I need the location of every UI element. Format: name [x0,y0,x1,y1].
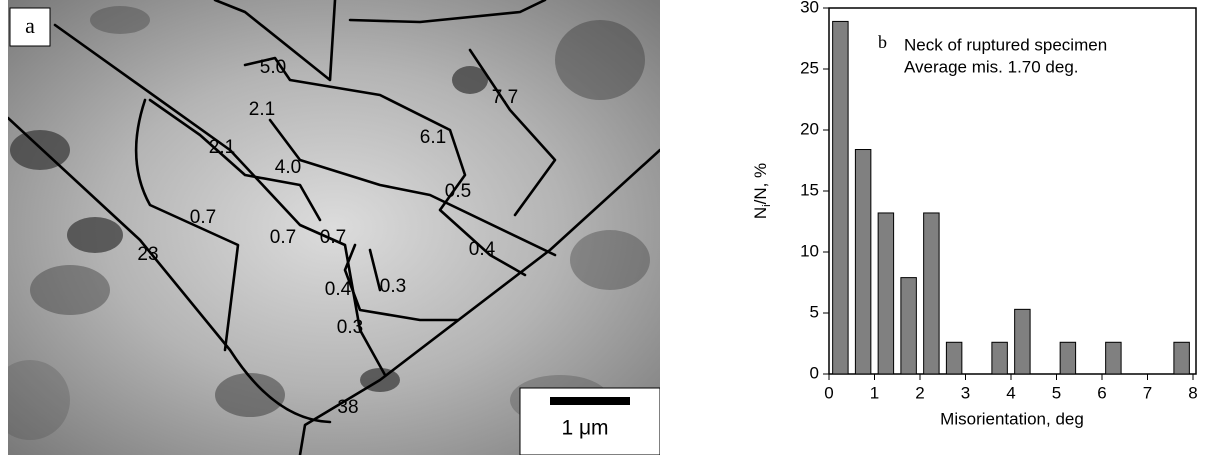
x-tick-label: 4 [1006,383,1015,402]
misorientation-label: 6.1 [420,127,446,148]
x-tick-label: 7 [1143,383,1152,402]
bar [833,21,848,374]
y-tick-label: 20 [800,119,819,138]
misorientation-label: 7.7 [492,87,518,108]
misorientation-label: 0.4 [325,279,352,300]
figure: a 1 μm 5.0 7.7 2.1 6.1 2.1 4.0 0.5 0.7 0.7 0.7 0.4… [0,0,1206,455]
misorientation-label: 0.3 [380,276,406,297]
panel-label: a [25,13,35,38]
chart-annotation: Neck of ruptured specimen [904,35,1107,54]
bar [878,213,893,374]
misorientation-label: 0.4 [469,239,496,260]
x-tick-label: 8 [1188,383,1197,402]
misorientation-label: 0.5 [445,181,471,202]
panel-label: b [878,32,887,52]
bar [946,342,961,374]
x-tick-label: 0 [824,383,833,402]
y-axis-title-part: /N, % [751,163,770,205]
scale-bar [550,397,630,405]
misorientation-label: 5.0 [260,57,286,78]
bar [924,213,939,374]
x-tick-label: 5 [1052,383,1061,402]
bar [992,342,1007,374]
y-tick-label: 0 [810,363,819,382]
misorientation-label: 4.0 [275,157,301,178]
misorientation-label: 0.7 [190,207,216,228]
misorientation-label: 0.3 [337,317,363,338]
bar [901,278,916,374]
x-tick-label: 6 [1097,383,1106,402]
bar [855,150,870,374]
y-axis-title: Ni/N, % [751,163,772,219]
bar [1174,342,1189,374]
misorientation-label: 38 [337,397,358,418]
misorientation-label: 2.1 [209,137,235,158]
x-tick-label: 3 [961,383,970,402]
y-tick-label: 15 [800,180,819,199]
scale-bar-label: 1 μm [561,417,608,440]
bar [1015,309,1030,374]
bar [1060,342,1075,374]
y-tick-label: 10 [800,241,819,260]
y-axis-title-part: N [751,207,770,219]
chart-annotation: Average mis. 1.70 deg. [904,57,1079,76]
misorientation-label: 23 [137,244,158,265]
misorientation-label: 0.7 [320,227,346,248]
bar [1106,342,1121,374]
x-axis-title: Misorientation, deg [940,409,1084,428]
y-tick-label: 25 [800,58,819,77]
misorientation-label: 2.1 [249,99,275,120]
x-tick-label: 1 [870,383,879,402]
micrograph: a 1 μm 5.0 7.7 2.1 6.1 2.1 4.0 0.5 0.7 0.7 0.7 0.4… [0,0,660,455]
y-tick-label: 5 [810,302,819,321]
x-tick-label: 2 [915,383,924,402]
y-tick-label: 30 [800,0,819,16]
misorientation-label: 0.7 [270,227,296,248]
